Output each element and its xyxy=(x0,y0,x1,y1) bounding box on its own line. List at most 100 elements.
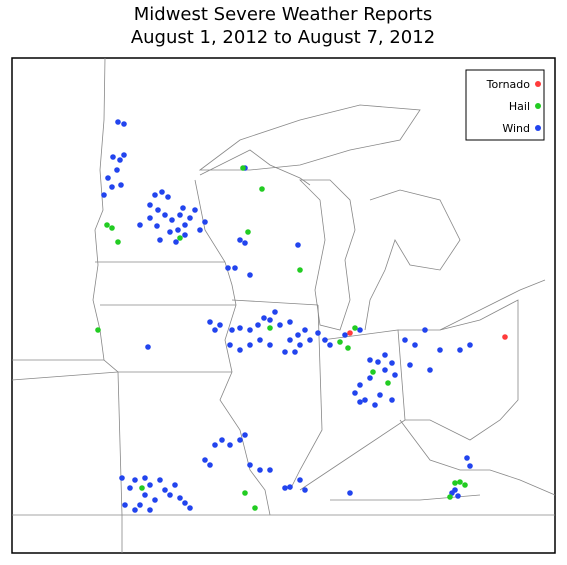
report-dot xyxy=(375,359,381,365)
report-dot xyxy=(389,397,395,403)
report-dot xyxy=(457,479,463,485)
report-dot xyxy=(385,380,391,386)
report-dot xyxy=(122,502,128,508)
report-dot xyxy=(114,167,120,173)
report-dot xyxy=(115,119,121,125)
boundary xyxy=(95,261,236,373)
report-dot xyxy=(315,330,321,336)
report-dot xyxy=(327,342,333,348)
report-dot xyxy=(104,222,110,228)
lake xyxy=(299,179,356,331)
report-dot xyxy=(109,184,115,190)
report-dot xyxy=(212,442,218,448)
report-dot xyxy=(202,219,208,225)
report-dot xyxy=(464,455,470,461)
map-frame xyxy=(11,57,556,554)
boundary xyxy=(199,149,311,186)
report-dot xyxy=(147,215,153,221)
report-dot xyxy=(192,207,198,213)
report-dot xyxy=(237,325,243,331)
report-dot xyxy=(302,487,308,493)
report-dot xyxy=(362,397,368,403)
report-dot xyxy=(382,352,388,358)
report-dot xyxy=(167,492,173,498)
report-dot xyxy=(389,360,395,366)
report-dot xyxy=(180,205,186,211)
report-dot xyxy=(227,442,233,448)
report-dot xyxy=(118,182,124,188)
report-dot xyxy=(261,315,267,321)
report-dot xyxy=(322,337,328,343)
report-dot xyxy=(240,165,246,171)
report-dot xyxy=(282,349,288,355)
report-dot xyxy=(357,382,363,388)
boundary xyxy=(11,359,555,553)
report-dot xyxy=(292,349,298,355)
report-dot xyxy=(237,347,243,353)
map-area xyxy=(11,57,556,554)
report-dot xyxy=(121,152,127,158)
report-dot xyxy=(157,237,163,243)
report-dot xyxy=(229,327,235,333)
report-dot xyxy=(139,485,145,491)
legend: Tornado Hail Wind xyxy=(465,69,545,141)
report-dot xyxy=(245,229,251,235)
report-dot xyxy=(119,475,125,481)
report-dot xyxy=(357,327,363,333)
report-dot xyxy=(247,327,253,333)
legend-label: Tornado xyxy=(486,78,531,91)
report-dot xyxy=(302,327,308,333)
report-dot xyxy=(167,229,173,235)
report-dot xyxy=(297,267,303,273)
report-dot xyxy=(169,217,175,223)
report-dot xyxy=(267,317,273,323)
report-dot xyxy=(282,485,288,491)
report-dot xyxy=(177,495,183,501)
report-dot xyxy=(352,325,358,331)
report-dot xyxy=(182,500,188,506)
report-dot xyxy=(267,325,273,331)
report-dot xyxy=(377,392,383,398)
legend-dot xyxy=(535,103,541,109)
report-dot xyxy=(154,223,160,229)
report-dot xyxy=(345,345,351,351)
report-dot xyxy=(232,265,238,271)
report-dot xyxy=(121,121,127,127)
report-dot xyxy=(247,272,253,278)
report-dot xyxy=(242,240,248,246)
report-dot xyxy=(422,327,428,333)
report-dot xyxy=(352,390,358,396)
report-dot xyxy=(427,367,433,373)
report-dot xyxy=(207,462,213,468)
report-dot xyxy=(117,157,123,163)
report-dot xyxy=(152,192,158,198)
boundary xyxy=(194,179,271,516)
report-dot xyxy=(147,507,153,513)
report-dot xyxy=(132,477,138,483)
report-dot xyxy=(372,402,378,408)
title-line: Midwest Severe Weather Reports xyxy=(134,4,433,25)
report-dot xyxy=(212,327,218,333)
report-dot xyxy=(357,399,363,405)
legend-label: Hail xyxy=(509,100,530,113)
report-dot xyxy=(177,235,183,241)
report-dot xyxy=(227,342,233,348)
report-dot xyxy=(457,347,463,353)
report-dot xyxy=(165,194,171,200)
report-dot xyxy=(145,344,151,350)
report-dot xyxy=(152,497,158,503)
report-dot xyxy=(247,342,253,348)
report-dot xyxy=(242,490,248,496)
report-dot xyxy=(455,493,461,499)
report-dot xyxy=(159,189,165,195)
report-dot xyxy=(101,192,107,198)
report-dot xyxy=(242,432,248,438)
report-dot xyxy=(267,467,273,473)
report-dot xyxy=(147,482,153,488)
report-dot xyxy=(162,212,168,218)
report-dot xyxy=(257,337,263,343)
title-line: August 1, 2012 to August 7, 2012 xyxy=(131,27,435,48)
report-dot xyxy=(257,467,263,473)
report-dot xyxy=(412,342,418,348)
report-dot xyxy=(197,227,203,233)
